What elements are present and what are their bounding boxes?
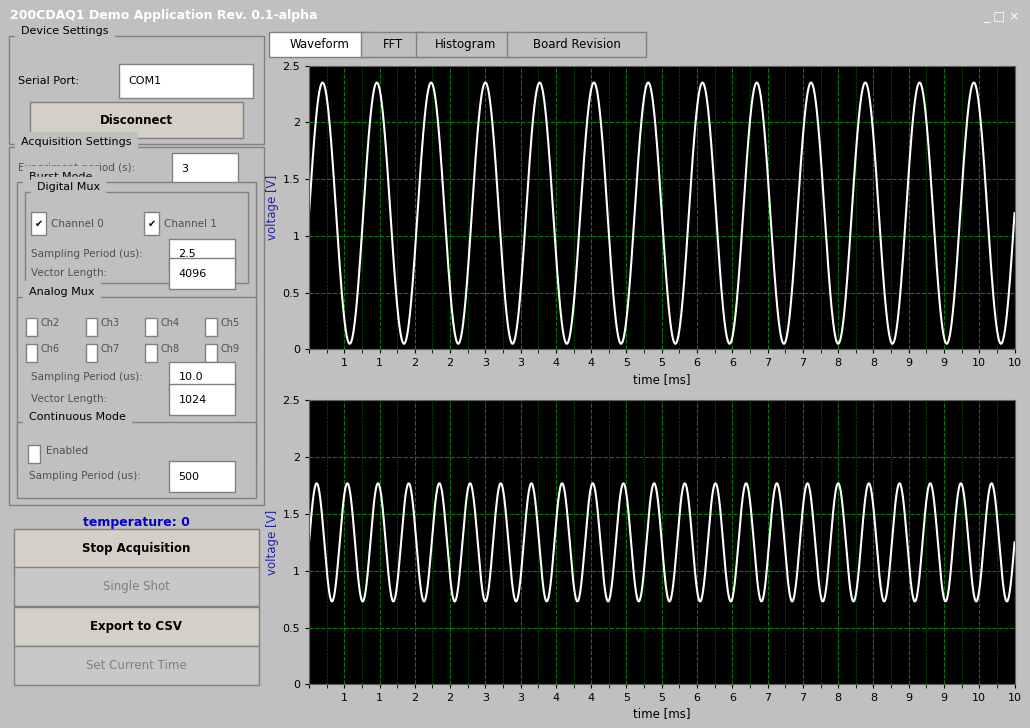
FancyBboxPatch shape (9, 36, 264, 143)
FancyBboxPatch shape (16, 182, 256, 352)
Text: temperature: 0: temperature: 0 (83, 516, 190, 529)
X-axis label: time [ms]: time [ms] (633, 708, 690, 721)
FancyBboxPatch shape (119, 64, 253, 98)
Text: Ch3: Ch3 (101, 318, 119, 328)
FancyBboxPatch shape (169, 239, 235, 269)
Text: 10.0: 10.0 (178, 372, 203, 382)
FancyBboxPatch shape (169, 384, 235, 415)
FancyBboxPatch shape (85, 318, 97, 336)
FancyBboxPatch shape (14, 607, 259, 646)
FancyBboxPatch shape (415, 32, 516, 57)
Text: Disconnect: Disconnect (100, 114, 173, 127)
Text: Set Current Time: Set Current Time (87, 659, 186, 672)
FancyBboxPatch shape (169, 258, 235, 289)
FancyBboxPatch shape (14, 567, 259, 606)
Text: Ch2: Ch2 (40, 318, 60, 328)
Text: Waveform: Waveform (289, 38, 349, 51)
FancyBboxPatch shape (169, 462, 235, 492)
FancyBboxPatch shape (205, 318, 217, 336)
Text: Histogram: Histogram (436, 38, 496, 51)
Text: Vector Length:: Vector Length: (32, 268, 108, 278)
Text: Serial Port:: Serial Port: (19, 76, 79, 86)
Text: Digital Mux: Digital Mux (37, 182, 100, 192)
Text: Stop Acquisition: Stop Acquisition (82, 542, 191, 555)
FancyBboxPatch shape (26, 344, 37, 362)
FancyBboxPatch shape (172, 154, 238, 186)
Text: Sampling Period (us):: Sampling Period (us): (29, 471, 141, 481)
Text: Board Revision: Board Revision (533, 38, 620, 51)
Y-axis label: voltage [V]: voltage [V] (267, 175, 279, 240)
Text: 1024: 1024 (178, 395, 207, 405)
X-axis label: time [ms]: time [ms] (633, 373, 690, 386)
FancyBboxPatch shape (144, 212, 160, 235)
Text: Ch9: Ch9 (220, 344, 239, 354)
Text: Sampling Period (us):: Sampling Period (us): (32, 248, 143, 258)
Text: Export to CSV: Export to CSV (91, 620, 182, 633)
FancyBboxPatch shape (28, 445, 40, 463)
Text: Burst Mode: Burst Mode (29, 172, 92, 182)
FancyBboxPatch shape (145, 318, 157, 336)
Text: Channel 0: Channel 0 (52, 218, 104, 229)
FancyBboxPatch shape (16, 422, 256, 498)
FancyBboxPatch shape (205, 344, 217, 362)
FancyBboxPatch shape (16, 296, 256, 470)
Text: 2.5: 2.5 (178, 249, 197, 259)
Text: Ch8: Ch8 (161, 344, 179, 354)
FancyBboxPatch shape (14, 646, 259, 684)
FancyBboxPatch shape (9, 147, 264, 505)
Text: 500: 500 (178, 472, 200, 482)
Text: Enabled: Enabled (46, 446, 88, 456)
Text: Vector Length:: Vector Length: (32, 394, 108, 404)
Text: _ □ ×: _ □ × (984, 9, 1020, 22)
Text: Single Shot: Single Shot (103, 580, 170, 593)
Text: Device Settings: Device Settings (21, 26, 108, 36)
FancyBboxPatch shape (145, 344, 157, 362)
Text: Acquisition Settings: Acquisition Settings (21, 137, 132, 147)
Text: Experiment period (s):: Experiment period (s): (19, 163, 136, 173)
FancyBboxPatch shape (14, 529, 259, 568)
Text: FFT: FFT (383, 38, 403, 51)
Text: Ch4: Ch4 (161, 318, 179, 328)
FancyBboxPatch shape (31, 212, 46, 235)
Text: COM1: COM1 (129, 76, 162, 86)
FancyBboxPatch shape (85, 344, 97, 362)
FancyBboxPatch shape (26, 318, 37, 336)
Text: Analog Mux: Analog Mux (29, 287, 95, 296)
Text: Ch6: Ch6 (40, 344, 60, 354)
FancyBboxPatch shape (269, 32, 370, 57)
Y-axis label: voltage [V]: voltage [V] (267, 510, 279, 575)
Text: ✔: ✔ (147, 218, 156, 229)
FancyBboxPatch shape (362, 32, 424, 57)
FancyBboxPatch shape (508, 32, 646, 57)
Text: Sampling Period (us):: Sampling Period (us): (32, 371, 143, 381)
Text: Ch7: Ch7 (101, 344, 119, 354)
Text: Ch5: Ch5 (220, 318, 240, 328)
Text: Channel 1: Channel 1 (164, 218, 217, 229)
Text: 200CDAQ1 Demo Application Rev. 0.1-alpha: 200CDAQ1 Demo Application Rev. 0.1-alpha (10, 9, 318, 22)
Text: 3: 3 (181, 165, 188, 175)
Text: ✔: ✔ (35, 218, 42, 229)
FancyBboxPatch shape (25, 192, 248, 282)
Text: 4096: 4096 (178, 269, 207, 279)
Text: Continuous Mode: Continuous Mode (29, 412, 126, 422)
FancyBboxPatch shape (169, 362, 235, 392)
FancyBboxPatch shape (30, 102, 243, 138)
